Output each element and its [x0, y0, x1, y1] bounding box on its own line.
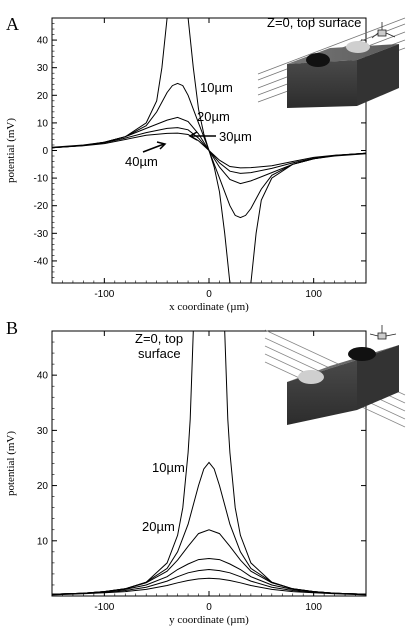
- x-tick-label: 0: [206, 289, 212, 300]
- panel-a-inset-bright-spot: [346, 41, 370, 53]
- panel-b-inset-bright-spot: [298, 370, 324, 384]
- y-tick-label: -30: [34, 229, 49, 240]
- x-tick-label: 0: [206, 602, 212, 613]
- x-axis-label: y coordinate (µm): [169, 614, 249, 626]
- series-line-6: [52, 577, 366, 596]
- panel-b-label: B: [6, 318, 18, 338]
- panel-b-annotation-title-line1: Z=0, top: [135, 331, 183, 346]
- panel-a-curve-label-30um: 30µm: [219, 129, 252, 144]
- panel-a-curve-label-20um: 20µm: [197, 109, 230, 124]
- panel-b-plot: -100 0 100 10 20 30 40 y coordinate (µm) potenti…: [5, 330, 367, 626]
- panel-b-annotation-title-line2: surface: [138, 346, 181, 361]
- y-tick-label: -10: [34, 174, 49, 185]
- series-line-2: [52, 461, 366, 595]
- panel-a-3d-inset: [257, 17, 406, 108]
- y-tick-label: 40: [37, 371, 49, 382]
- panel-a-arrow-40um: [142, 141, 167, 153]
- y-tick-label: 10: [37, 118, 49, 129]
- panel-a-inset-dark-spot: [306, 53, 330, 67]
- x-tick-label: 100: [305, 289, 322, 300]
- y-tick-label: -20: [34, 201, 49, 212]
- series-line-4: [52, 557, 366, 595]
- y-tick-label: 10: [37, 536, 49, 547]
- x-tick-label: -100: [94, 289, 114, 300]
- panel-b-inset-axis-icon: [369, 325, 397, 340]
- series-line-5: [52, 132, 366, 169]
- y-tick-label: 20: [37, 91, 49, 102]
- panel-a-inset-axis-icon: [371, 22, 396, 39]
- panel-a-arrow-30um: [188, 131, 216, 141]
- panel-a-curve-label-40um: 40µm: [125, 154, 158, 169]
- y-tick-label: -40: [34, 256, 49, 267]
- panel-b-curve-label-20um: 20µm: [142, 519, 175, 534]
- y-axis-label: potential (mV): [5, 431, 17, 496]
- y-tick-label: 20: [37, 481, 49, 492]
- series-line-1: [52, 331, 366, 595]
- y-tick-label: 30: [37, 426, 49, 437]
- y-tick-label: 40: [37, 36, 49, 47]
- panel-b: B -100 0 100 10 20 30 40 y coordinate (µm) poten…: [5, 318, 406, 626]
- x-tick-label: -100: [94, 602, 114, 613]
- panel-a-curve-label-10um: 10µm: [200, 80, 233, 95]
- panel-b-inset-dark-spot: [348, 347, 376, 361]
- series-line-3: [52, 529, 366, 595]
- series-line-5: [52, 568, 366, 595]
- x-tick-label: 100: [305, 602, 322, 613]
- panel-a-annotation-title: Z=0, top surface: [267, 15, 361, 30]
- y-tick-label: 30: [37, 63, 49, 74]
- x-axis-label: x coordinate (µm): [169, 301, 249, 313]
- panel-b-curve-label-10um: 10µm: [152, 460, 185, 475]
- y-tick-label: 0: [42, 146, 48, 157]
- y-axis-label: potential (mV): [5, 118, 17, 183]
- panel-b-3d-inset: [264, 325, 406, 428]
- panel-a-label: A: [6, 14, 19, 34]
